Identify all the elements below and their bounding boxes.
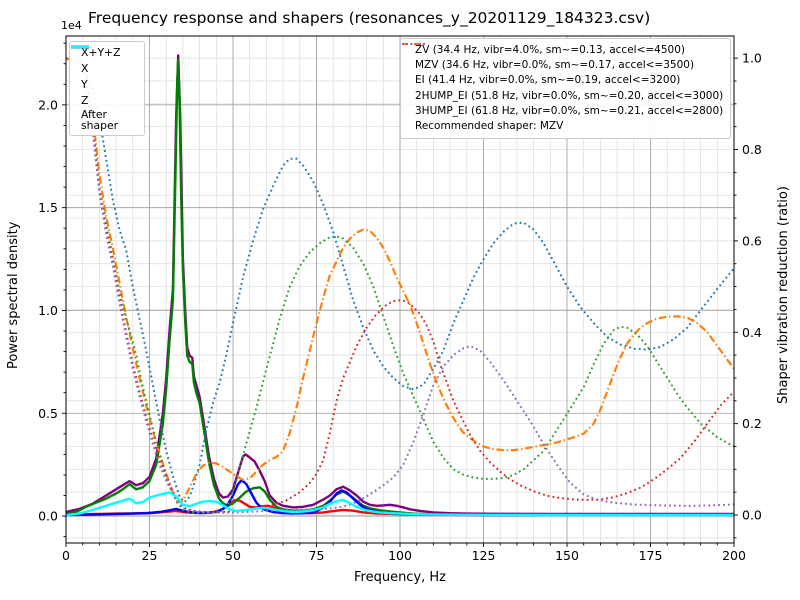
series-mzv-line (66, 57, 734, 504)
legend-entry-after: After shaper (71, 45, 140, 133)
x-axis-label: Frequency, Hz (353, 570, 447, 585)
legend-entry-2hump-ei: 2HUMP_EI (51.8 Hz, vibr=0.0%, sm~=0.20, … (402, 43, 724, 104)
svg-text:0.5: 0.5 (38, 406, 58, 421)
legend-entry-label: X+Y+Z (81, 46, 121, 60)
svg-text:175: 175 (639, 548, 663, 563)
svg-text:0.8: 0.8 (742, 142, 762, 157)
svg-text:150: 150 (555, 548, 579, 563)
series-y-line (66, 58, 734, 517)
svg-text:1.0: 1.0 (38, 303, 58, 318)
legend-entry-ei: EI (41.4 Hz, vibr=0.0%, sm~=0.19, accel<… (402, 43, 724, 88)
legend-entry-x: X (71, 45, 140, 77)
series-zv-line (66, 57, 734, 504)
legend-entry-zv: ZV (34.4 Hz, vibr=4.0%, sm~=0.13, accel<… (402, 43, 724, 58)
svg-text:125: 125 (472, 548, 496, 563)
svg-text:25: 25 (142, 548, 158, 563)
legend-entry-label: 2HUMP_EI (51.8 Hz, vibr=0.0%, sm~=0.20, … (415, 89, 724, 102)
legend-entry-label: X (81, 62, 89, 76)
curves (66, 54, 734, 517)
svg-text:0.2: 0.2 (742, 416, 762, 431)
series-ei-line (66, 57, 734, 515)
chart-title: Frequency response and shapers (resonanc… (88, 9, 651, 27)
svg-text:2.0: 2.0 (38, 97, 58, 112)
ticks (62, 42, 738, 547)
tick-labels: 0 25 50 75 100 125 150 175 200 0.0 0.5 1.0 1.5 2.0 0.0… (38, 51, 762, 563)
legend-entry-label: Z (81, 94, 89, 108)
svg-text:50: 50 (225, 548, 241, 563)
legend-recommended-shaper: Recommended shaper: MZV (409, 119, 724, 134)
series-2hump-ei-line (66, 57, 734, 514)
legend-entry-z: Z (71, 45, 140, 109)
legend-entry-label: After shaper (81, 108, 119, 133)
legend-entry-label: ZV (34.4 Hz, vibr=4.0%, sm~=0.13, accel<… (415, 44, 685, 57)
legend-entry-mzv: MZV (34.6 Hz, vibr=0.0%, sm~=0.17, accel… (402, 43, 724, 73)
svg-text:75: 75 (309, 548, 325, 563)
legend-entry-label: MZV (34.6 Hz, vibr=0.0%, sm~=0.17, accel… (415, 59, 695, 72)
recommended-shaper-text: Recommended shaper: MZV (415, 120, 564, 133)
svg-text:0.6: 0.6 (742, 233, 762, 248)
legend-line-sample (402, 43, 425, 45)
svg-text:1.0: 1.0 (742, 51, 762, 66)
legend-entry-3hump-ei: 3HUMP_EI (61.8 Hz, vibr=0.0%, sm~=0.21, … (402, 43, 724, 119)
legend-entry-label: EI (41.4 Hz, vibr=0.0%, sm~=0.19, accel<… (415, 74, 681, 87)
legend-line-sample (402, 43, 425, 45)
svg-text:1.5: 1.5 (38, 200, 58, 215)
series-after-shaper-line (66, 491, 734, 517)
series-3hump-ei-line (66, 57, 734, 514)
svg-text:200: 200 (722, 548, 746, 563)
legend-psd: X+Y+Z X Y Z After shaper (69, 41, 145, 136)
svg-text:100: 100 (388, 548, 412, 563)
svg-text:0.0: 0.0 (38, 509, 58, 524)
y-axis-offset-label: 1e4 (61, 19, 82, 32)
svg-text:0.0: 0.0 (742, 507, 762, 522)
legend-entry-label: Y (81, 78, 88, 92)
legend-entry-label: 3HUMP_EI (61.8 Hz, vibr=0.0%, sm~=0.21, … (415, 104, 724, 117)
legend-entry-y: Y (71, 45, 140, 93)
y-right-axis-label: Shaper vibration reduction (ratio) (776, 186, 791, 404)
legend-shapers: ZV (34.4 Hz, vibr=4.0%, sm~=0.13, accel<… (400, 38, 731, 140)
y-left-axis-label: Power spectral density (6, 221, 21, 369)
legend-line-sample (71, 45, 89, 49)
svg-text:0: 0 (62, 548, 70, 563)
svg-text:0.4: 0.4 (742, 325, 762, 340)
